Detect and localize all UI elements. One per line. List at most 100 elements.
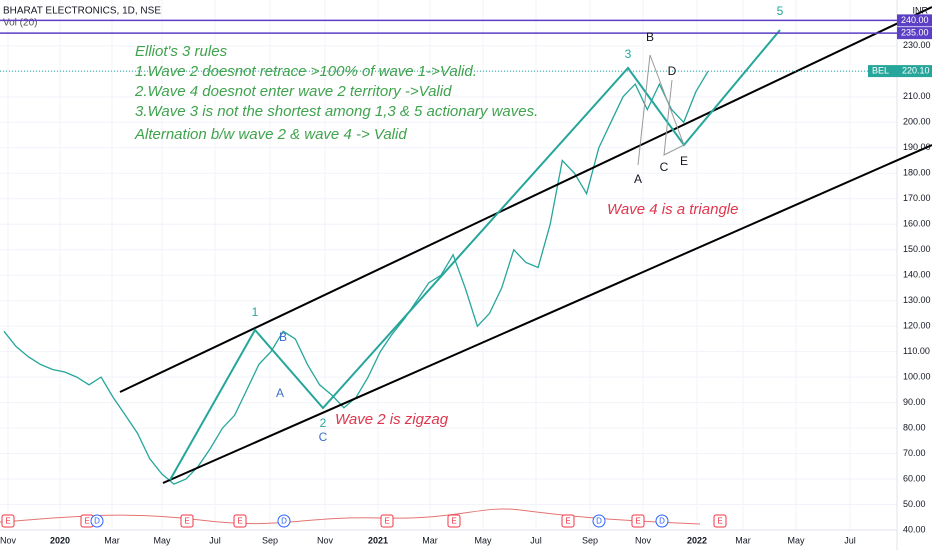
- grid: [0, 0, 897, 531]
- x-tick-label: May: [153, 535, 171, 545]
- event-letter: D: [596, 517, 602, 526]
- triangle: [637, 54, 685, 166]
- event-icon: E: [233, 514, 247, 528]
- y-tick-label: 230.00: [903, 40, 931, 50]
- y-tick-label: 190.00: [903, 142, 931, 152]
- y-tick-label: 210.00: [903, 91, 931, 101]
- event-icon: D: [277, 514, 291, 528]
- x-tick-label: Mar: [104, 535, 120, 545]
- x-tick-label: Sep: [582, 535, 598, 545]
- event-badge: [447, 514, 461, 528]
- wave-label: C: [319, 430, 328, 444]
- event-badge: [631, 514, 645, 528]
- y-tick-label: 110.00: [903, 346, 930, 356]
- x-tick-label: 2021: [368, 535, 388, 545]
- y-tick-label: 60.00: [903, 473, 926, 483]
- x-tick-label: Nov: [635, 535, 652, 545]
- event-badge: [90, 514, 104, 528]
- y-tick-label: 120.00: [903, 321, 931, 331]
- event-letter: E: [451, 517, 456, 526]
- x-tick-label: Jul: [530, 535, 542, 545]
- event-badge: [713, 514, 727, 528]
- event-badge: [655, 514, 669, 528]
- x-tick-label: Mar: [422, 535, 438, 545]
- event-badge: [1, 514, 15, 528]
- y-tick-label: 140.00: [903, 270, 931, 280]
- x-tick-label: Nov: [317, 535, 334, 545]
- wave-label: E: [680, 154, 688, 168]
- rule-text: Elliot's 3 rules: [135, 43, 228, 60]
- event-badge: [233, 514, 247, 528]
- event-letter: E: [84, 517, 89, 526]
- rule-text: 2.Wave 4 doesnot enter wave 2 territory …: [134, 83, 452, 100]
- event-icon: E: [1, 514, 15, 528]
- price-tag: [897, 14, 932, 27]
- y-tick-label: 160.00: [903, 219, 931, 229]
- y-tick-label: 50.00: [903, 499, 926, 509]
- event-badge: [277, 514, 291, 528]
- y-tick-label: 40.00: [903, 524, 926, 534]
- indicator-label: Vol (20): [3, 18, 37, 29]
- y-tick-label: 200.00: [903, 117, 931, 127]
- wave-label: 5: [777, 4, 784, 18]
- wave-label: A: [276, 386, 284, 400]
- x-tick-label: 2022: [687, 535, 707, 545]
- volume-ma: [0, 508, 701, 525]
- wave-label: D: [668, 64, 677, 78]
- event-icon: E: [447, 514, 461, 528]
- event-icon: E: [631, 514, 645, 528]
- y-tick-label: 70.00: [903, 448, 926, 458]
- y-tick-label: 90.00: [903, 397, 926, 407]
- event-letter: D: [281, 517, 287, 526]
- wave-label: B: [279, 330, 287, 344]
- price-tag: [897, 27, 932, 40]
- wave-label: 1: [252, 305, 259, 319]
- symbol-label: BEL: [872, 65, 889, 75]
- event-letter: E: [237, 517, 242, 526]
- event-icon: E: [713, 514, 727, 528]
- event-letter: E: [717, 517, 722, 526]
- y-tick-label: 130.00: [903, 295, 931, 305]
- y-tick-label: 100.00: [903, 371, 931, 381]
- event-letter: E: [5, 517, 10, 526]
- x-tick-label: Nov: [0, 535, 16, 545]
- event-icon: E: [180, 514, 194, 528]
- wave-label: B: [646, 30, 654, 44]
- event-icon: D: [90, 514, 104, 528]
- last-price-tag: [868, 65, 932, 78]
- x-tick-label: Jul: [844, 535, 856, 545]
- y-tick-label: 170.00: [903, 193, 931, 203]
- wave-label: C: [660, 160, 669, 174]
- x-tick-label: Jul: [209, 535, 221, 545]
- currency: INR: [913, 5, 929, 15]
- event-letter: D: [94, 517, 100, 526]
- event-badge: [180, 514, 194, 528]
- event-icon: E: [561, 514, 575, 528]
- x-tick-label: Mar: [735, 535, 751, 545]
- channel-upper: [119, 6, 932, 393]
- note-text: Wave 4 is a triangle: [607, 201, 738, 218]
- wave-label: A: [634, 172, 642, 186]
- y-tick-label: 80.00: [903, 422, 926, 432]
- event-letter: D: [659, 517, 665, 526]
- wave-count: [169, 29, 781, 481]
- event-badge: [561, 514, 575, 528]
- event-letter: E: [565, 517, 570, 526]
- event-letter: E: [184, 517, 189, 526]
- event-icon: D: [592, 514, 606, 528]
- chart-title: BHARAT ELECTRONICS, 1D, NSE: [3, 6, 161, 17]
- channel-lower: [162, 144, 932, 484]
- last-price-label: 220.10: [902, 65, 930, 75]
- y-tick-label: 150.00: [903, 244, 931, 254]
- event-badge: [380, 514, 394, 528]
- note-text: Wave 2 is zigzag: [335, 411, 449, 428]
- rule-text: 3.Wave 3 is not the shortest among 1,3 &…: [135, 103, 538, 120]
- price-tag-label: 240.00: [901, 15, 929, 25]
- event-letter: E: [384, 517, 389, 526]
- event-badge: [592, 514, 606, 528]
- wave-label: 3: [625, 47, 632, 61]
- event-icon: D: [655, 514, 669, 528]
- x-tick-label: May: [787, 535, 805, 545]
- x-tick-label: Sep: [262, 535, 278, 545]
